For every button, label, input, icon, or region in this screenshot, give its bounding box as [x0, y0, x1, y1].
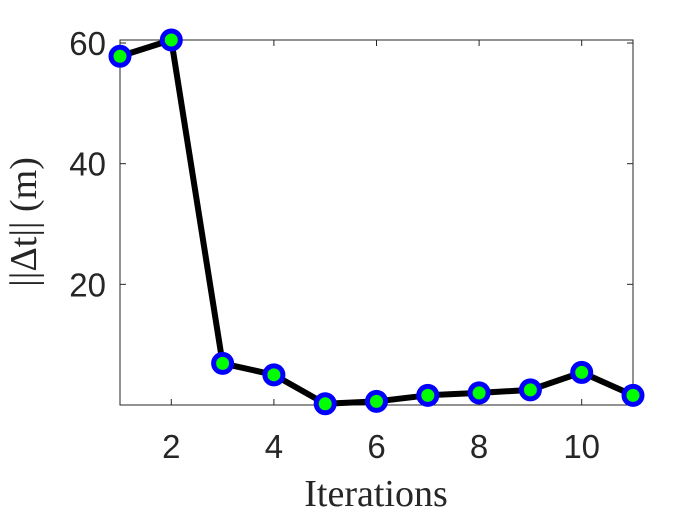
x-tick-label: 2 [162, 428, 180, 465]
data-point [108, 44, 132, 68]
x-tick-label: 4 [265, 428, 283, 465]
data-point [159, 28, 183, 52]
data-point [211, 351, 235, 375]
y-axis-title: ||Δt|| (m) [3, 157, 45, 287]
data-point [570, 360, 594, 384]
y-tick-label: 40 [69, 146, 106, 183]
data-point [365, 389, 388, 413]
y-tick-label: 20 [69, 266, 106, 303]
plot-area [119, 39, 634, 406]
data-point [467, 381, 491, 405]
data-point [262, 363, 286, 387]
axis-ticks: 2 4 6 8 10 20 40 60 [69, 25, 633, 465]
data-point [416, 383, 440, 407]
x-tick-label: 10 [563, 428, 600, 465]
x-tick-label: 8 [470, 428, 488, 465]
series-group [108, 28, 645, 416]
data-point [313, 392, 337, 416]
data-point [518, 378, 542, 402]
x-tick-label: 6 [367, 428, 385, 465]
data-point [621, 383, 645, 407]
x-axis-title: Iterations [304, 473, 448, 515]
y-tick-label: 60 [69, 25, 106, 62]
